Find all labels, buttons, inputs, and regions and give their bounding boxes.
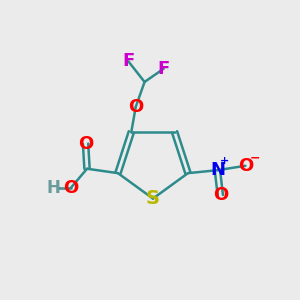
- Text: −: −: [250, 152, 260, 165]
- Text: F: F: [122, 52, 134, 70]
- Text: O: O: [128, 98, 143, 116]
- Text: F: F: [158, 60, 170, 78]
- Text: O: O: [238, 157, 253, 175]
- Text: O: O: [63, 179, 79, 197]
- Text: S: S: [146, 189, 160, 208]
- Text: O: O: [213, 186, 228, 204]
- Text: +: +: [220, 156, 230, 167]
- Text: N: N: [210, 161, 225, 179]
- Text: O: O: [78, 135, 93, 153]
- Text: •: •: [60, 185, 66, 194]
- Text: H: H: [46, 179, 60, 197]
